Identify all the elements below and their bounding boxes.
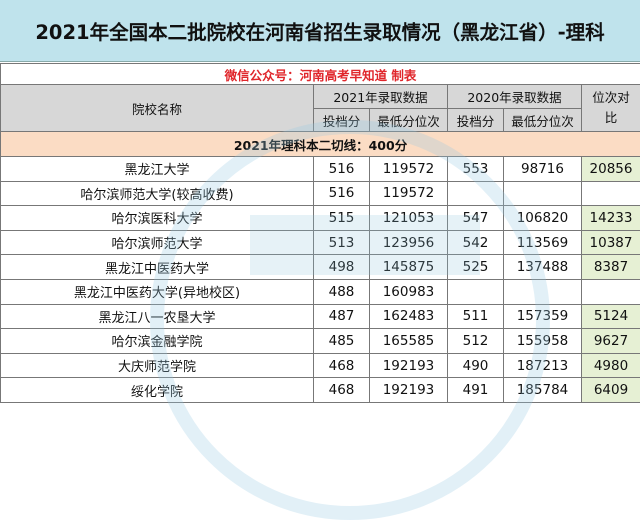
school-name-cell: 黑龙江中医药大学	[1, 255, 314, 280]
rank-2020-cell: 157359	[504, 304, 582, 329]
score-2021-cell: 515	[314, 206, 370, 231]
rank-2020-cell: 137488	[504, 255, 582, 280]
rank-diff-cell: 6409	[582, 378, 640, 403]
school-name-cell: 哈尔滨师范大学	[1, 230, 314, 255]
school-name-cell: 哈尔滨医科大学	[1, 206, 314, 231]
header-row-1: 院校名称 2021年录取数据 2020年录取数据 位次对比	[1, 85, 640, 109]
rank-2021-cell: 145875	[370, 255, 448, 280]
score-2021-cell: 468	[314, 378, 370, 403]
score-2021-cell: 468	[314, 353, 370, 378]
rank-2021-cell: 160983	[370, 279, 448, 304]
rank-2020-cell: 113569	[504, 230, 582, 255]
header-school-name: 院校名称	[1, 85, 314, 132]
rank-2020-cell: 106820	[504, 206, 582, 231]
rank-diff-cell	[582, 279, 640, 304]
school-name-cell: 绥化学院	[1, 378, 314, 403]
score-2020-cell: 490	[448, 353, 504, 378]
score-2020-cell	[448, 181, 504, 206]
header-2021-min-rank: 最低分位次	[370, 109, 448, 132]
score-2020-cell: 512	[448, 329, 504, 354]
rank-diff-cell: 10387	[582, 230, 640, 255]
rank-2021-cell: 162483	[370, 304, 448, 329]
score-2020-cell	[448, 279, 504, 304]
header-2020-min-rank: 最低分位次	[504, 109, 582, 132]
rank-diff-cell: 14233	[582, 206, 640, 231]
score-2021-cell: 513	[314, 230, 370, 255]
rank-2021-cell: 119572	[370, 157, 448, 182]
rank-diff-cell: 5124	[582, 304, 640, 329]
score-2020-cell: 525	[448, 255, 504, 280]
admission-table: 微信公众号：河南高考早知道 制表 院校名称 2021年录取数据 2020年录取数…	[0, 63, 640, 403]
school-name-cell: 哈尔滨金融学院	[1, 329, 314, 354]
header-2021-score: 投档分	[314, 109, 370, 132]
rank-2020-cell: 187213	[504, 353, 582, 378]
rank-2021-cell: 121053	[370, 206, 448, 231]
rank-2021-cell: 165585	[370, 329, 448, 354]
rank-2020-cell	[504, 279, 582, 304]
score-2020-cell: 547	[448, 206, 504, 231]
score-2021-cell: 516	[314, 157, 370, 182]
score-2020-cell: 511	[448, 304, 504, 329]
score-2020-cell: 553	[448, 157, 504, 182]
rank-diff-cell: 9627	[582, 329, 640, 354]
score-2021-cell: 488	[314, 279, 370, 304]
score-2021-cell: 516	[314, 181, 370, 206]
rank-2021-cell: 123956	[370, 230, 448, 255]
rank-2020-cell: 155958	[504, 329, 582, 354]
page: 2021年全国本二批院校在河南省招生录取情况（黑龙江省）-理科 微信公众号：河南…	[0, 0, 640, 424]
rank-2020-cell: 98716	[504, 157, 582, 182]
header-2021: 2021年录取数据	[314, 85, 448, 109]
rank-2021-cell: 192193	[370, 353, 448, 378]
rank-diff-cell: 8387	[582, 255, 640, 280]
rank-2020-cell: 185784	[504, 378, 582, 403]
source-note-row: 微信公众号：河南高考早知道 制表	[1, 64, 640, 85]
score-2021-cell: 487	[314, 304, 370, 329]
school-name-cell: 黑龙江大学	[1, 157, 314, 182]
rank-diff-cell	[582, 181, 640, 206]
cutoff-line-row: 2021年理科本二切线：400分	[1, 132, 640, 157]
rank-diff-cell: 4980	[582, 353, 640, 378]
rank-2020-cell	[504, 181, 582, 206]
school-name-cell: 黑龙江中医药大学(异地校区)	[1, 279, 314, 304]
rank-2021-cell: 119572	[370, 181, 448, 206]
header-2020-score: 投档分	[448, 109, 504, 132]
school-name-cell: 黑龙江八一农垦大学	[1, 304, 314, 329]
header-2020: 2020年录取数据	[448, 85, 582, 109]
rank-diff-cell: 20856	[582, 157, 640, 182]
page-title: 2021年全国本二批院校在河南省招生录取情况（黑龙江省）-理科	[0, 0, 640, 62]
score-2021-cell: 485	[314, 329, 370, 354]
school-name-cell: 大庆师范学院	[1, 353, 314, 378]
score-2021-cell: 498	[314, 255, 370, 280]
rank-2021-cell: 192193	[370, 378, 448, 403]
score-2020-cell: 491	[448, 378, 504, 403]
header-rank-compare: 位次对比	[582, 85, 640, 132]
source-note: 微信公众号：河南高考早知道 制表	[1, 64, 640, 85]
score-2020-cell: 542	[448, 230, 504, 255]
school-name-cell: 哈尔滨师范大学(较高收费)	[1, 181, 314, 206]
cutoff-line: 2021年理科本二切线：400分	[1, 132, 640, 157]
